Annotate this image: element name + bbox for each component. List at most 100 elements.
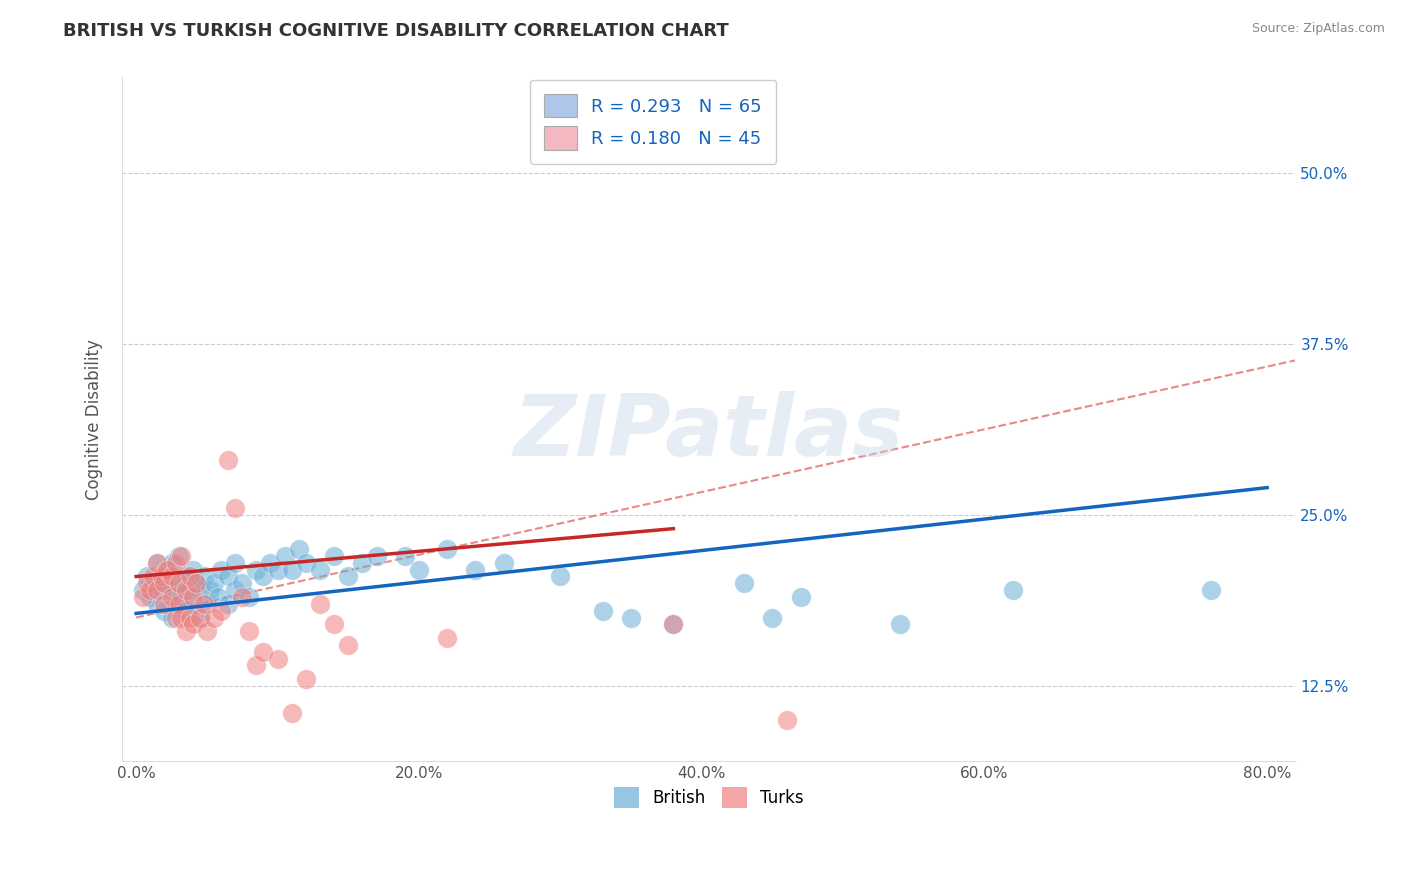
Point: [295, 672, 318, 686]
Point: [775, 713, 797, 727]
Point: [224, 556, 246, 570]
Point: [136, 569, 159, 583]
Point: [184, 576, 207, 591]
Point: [231, 576, 253, 591]
Point: [224, 501, 246, 516]
Point: [188, 583, 211, 598]
Point: [174, 624, 197, 639]
Point: [1001, 583, 1024, 598]
Point: [217, 569, 239, 583]
Point: [309, 597, 332, 611]
Point: [181, 590, 204, 604]
Point: [165, 597, 187, 611]
Point: [662, 617, 685, 632]
Point: [160, 569, 183, 583]
Point: [266, 563, 288, 577]
Point: [170, 610, 193, 624]
Point: [1199, 583, 1222, 598]
Point: [733, 576, 755, 591]
Point: [202, 576, 225, 591]
Point: [436, 542, 458, 557]
Point: [245, 658, 267, 673]
Point: [184, 576, 207, 591]
Point: [165, 610, 187, 624]
Point: [202, 610, 225, 624]
Point: [217, 453, 239, 467]
Point: [181, 617, 204, 632]
Point: [238, 590, 260, 604]
Point: [238, 624, 260, 639]
Point: [174, 569, 197, 583]
Point: [231, 590, 253, 604]
Point: [156, 563, 179, 577]
Point: [153, 597, 176, 611]
Point: [174, 583, 197, 598]
Point: [132, 583, 155, 598]
Y-axis label: Cognitive Disability: Cognitive Disability: [86, 339, 103, 500]
Point: [245, 563, 267, 577]
Point: [150, 583, 173, 598]
Point: [323, 617, 346, 632]
Legend: British, Turks: British, Turks: [607, 780, 810, 814]
Point: [620, 610, 643, 624]
Point: [408, 563, 430, 577]
Point: [160, 556, 183, 570]
Point: [160, 590, 183, 604]
Point: [209, 563, 232, 577]
Point: [165, 556, 187, 570]
Text: ZIPatlas: ZIPatlas: [513, 392, 904, 475]
Point: [174, 604, 197, 618]
Point: [179, 610, 201, 624]
Point: [394, 549, 416, 563]
Point: [789, 590, 811, 604]
Point: [436, 631, 458, 645]
Point: [195, 624, 218, 639]
Text: Source: ZipAtlas.com: Source: ZipAtlas.com: [1251, 22, 1385, 36]
Point: [179, 569, 201, 583]
Point: [142, 576, 165, 591]
Point: [136, 576, 159, 591]
Point: [146, 556, 169, 570]
Point: [592, 604, 614, 618]
Point: [170, 590, 193, 604]
Point: [337, 569, 360, 583]
Point: [170, 549, 193, 563]
Point: [280, 563, 302, 577]
Point: [259, 556, 281, 570]
Point: [146, 583, 169, 598]
Point: [287, 542, 309, 557]
Point: [323, 549, 346, 563]
Point: [150, 569, 173, 583]
Point: [188, 610, 211, 624]
Point: [167, 549, 190, 563]
Point: [153, 604, 176, 618]
Point: [160, 583, 183, 598]
Point: [280, 706, 302, 721]
Point: [889, 617, 911, 632]
Point: [207, 590, 229, 604]
Point: [198, 583, 221, 598]
Point: [181, 597, 204, 611]
Point: [160, 610, 183, 624]
Point: [209, 604, 232, 618]
Point: [139, 590, 162, 604]
Point: [153, 576, 176, 591]
Point: [464, 563, 486, 577]
Point: [352, 556, 374, 570]
Text: BRITISH VS TURKISH COGNITIVE DISABILITY CORRELATION CHART: BRITISH VS TURKISH COGNITIVE DISABILITY …: [63, 22, 730, 40]
Point: [224, 583, 246, 598]
Point: [252, 645, 274, 659]
Point: [167, 597, 190, 611]
Point: [193, 597, 215, 611]
Point: [662, 617, 685, 632]
Point: [337, 638, 360, 652]
Point: [146, 556, 169, 570]
Point: [252, 569, 274, 583]
Point: [309, 563, 332, 577]
Point: [492, 556, 515, 570]
Point: [153, 576, 176, 591]
Point: [156, 563, 179, 577]
Point: [179, 583, 201, 598]
Point: [266, 651, 288, 665]
Point: [142, 569, 165, 583]
